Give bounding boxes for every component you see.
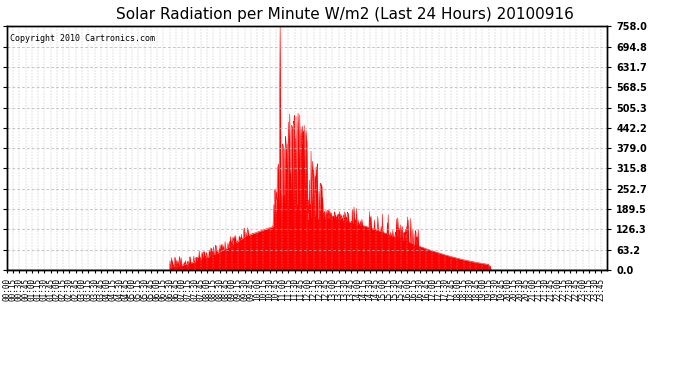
Text: Solar Radiation per Minute W/m2 (Last 24 Hours) 20100916: Solar Radiation per Minute W/m2 (Last 24…	[116, 8, 574, 22]
Text: Copyright 2010 Cartronics.com: Copyright 2010 Cartronics.com	[10, 34, 155, 43]
